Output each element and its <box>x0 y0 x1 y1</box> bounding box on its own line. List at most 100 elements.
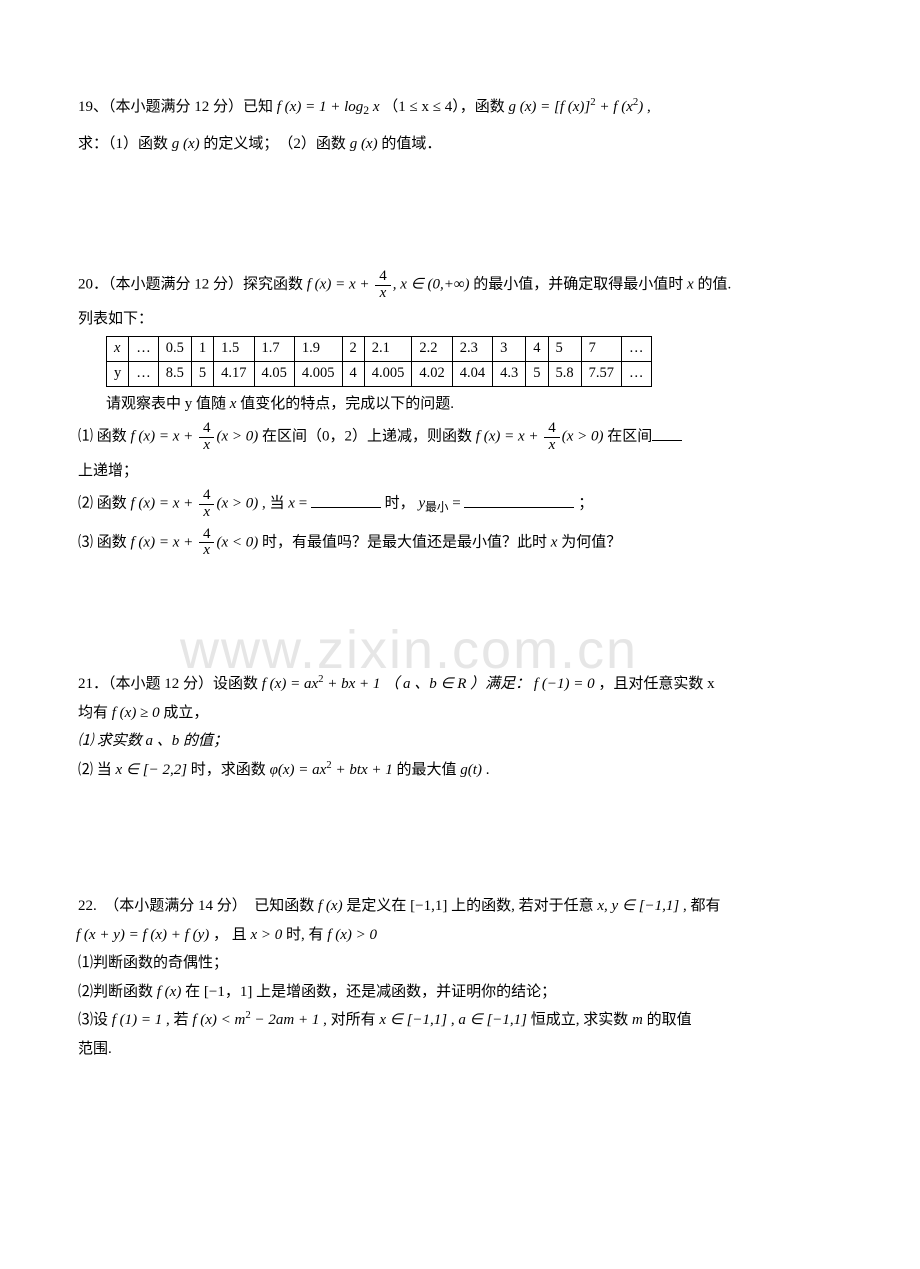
q20-fx2: f (x) = x + <box>476 429 542 445</box>
q20-frac1: 4x <box>199 421 215 454</box>
q22-xy: x, y ∈ [−1,1] <box>597 898 679 914</box>
q20-p2: ⑵ 函数 f (x) = x + 4x(x > 0) , 当 x = 时， y最… <box>78 488 842 521</box>
cell: 4 <box>342 361 364 386</box>
q20-obs: 请观察表中 y 值随 x 值变化的特点，完成以下的问题. <box>106 393 842 416</box>
q22-p2: ⑵判断函数 f (x) 在 [−1，1] 上是增函数，还是减函数，并证明你的结论… <box>78 981 842 1004</box>
q19-gx1: g (x) <box>172 136 200 152</box>
q22-p3c: , 对所有 <box>319 1012 379 1028</box>
q22-p3-end: 范围. <box>78 1038 842 1061</box>
q21-head: 21．（本小题 12 分）设函数 <box>78 676 262 692</box>
q19-logbase: 2 <box>363 104 369 117</box>
cell: 7 <box>581 337 621 362</box>
q20-p3: ⑶ 函数 f (x) = x + 4x(x < 0) 时，有最值吗？是最大值还是… <box>78 527 842 560</box>
q22-p2c: 上是增函数，还是减函数，并证明你的结论； <box>252 984 556 1000</box>
q21-line2: 均有 f (x) ≥ 0 成立， <box>78 702 842 725</box>
q19-g: g (x) = [f (x)] <box>509 99 591 115</box>
q19-l2c: 的值域． <box>378 136 442 152</box>
table-row-y: y … 8.5 5 4.17 4.05 4.005 4 4.005 4.02 4… <box>107 361 652 386</box>
cell: 8.5 <box>158 361 191 386</box>
q20-fx3: f (x) = x + <box>131 496 197 512</box>
q22-xin: x ∈ [−1,1] <box>379 1012 447 1028</box>
question-19: 19、（本小题满分 12 分）已知 f (x) = 1 + log2 x （1 … <box>78 96 842 155</box>
q20-p1b: 在区间（0，2）上递减，则函数 <box>262 429 476 445</box>
q21-p2c: 的最大值 <box>393 762 461 778</box>
q22-l2b: ， 且 <box>209 927 250 943</box>
q20-obs1: 请观察表中 y 值随 <box>106 396 230 412</box>
q20-p2a: ⑵ 函数 <box>78 496 131 512</box>
cell: 4.005 <box>294 361 342 386</box>
question-21: 21．（本小题 12 分）设函数 f (x) = ax2 + bx + 1 （ … <box>78 673 842 781</box>
q22-p3: ⑶设 f (1) = 1 , 若 f (x) < m2 − 2am + 1 , … <box>78 1009 842 1032</box>
q21-p2: ⑵ 当 x ∈ [− 2,2] 时，求函数 φ(x) = ax2 + btx +… <box>78 759 842 782</box>
q22-line2: f (x + y) = f (x) + f (y) ， 且 x > 0 时, 有… <box>76 924 842 947</box>
q20-eq: = <box>295 496 311 512</box>
q19-logarg: x <box>369 99 379 115</box>
q22-head: 22. （本小题满分 14 分） 已知函数 <box>78 898 318 914</box>
num: 4 <box>199 488 215 505</box>
q21-line1: 21．（本小题 12 分）设函数 f (x) = ax2 + bx + 1 （ … <box>78 673 842 696</box>
num: 4 <box>199 527 215 544</box>
q20-cond2: (x > 0) <box>562 429 604 445</box>
q20-xvar3: x <box>288 496 295 512</box>
q21-p2a: ⑵ 当 <box>78 762 116 778</box>
q21-fxge: f (x) ≥ 0 <box>112 705 160 721</box>
q21-phi2: + btx + 1 <box>332 762 393 778</box>
q20-cond1: (x > 0) <box>216 429 258 445</box>
cell: 2.1 <box>364 337 412 362</box>
q21-p1: ⑴ 求实数 a 、b 的值； <box>78 730 842 753</box>
q20-p2c: 时， <box>385 496 419 512</box>
q19-head-a: 19、（本小题满分 12 分）已知 <box>78 99 277 115</box>
q21-ab: （ a 、b ∈ R ）满足： <box>384 676 534 692</box>
q20-obs2: 值变化的特点，完成以下的问题. <box>236 396 454 412</box>
q22-int: [−1,1] <box>410 898 447 914</box>
q20-listhead: 列表如下： <box>78 308 842 331</box>
q21-cond: f (−1) = 0 <box>534 676 595 692</box>
cell: 4.005 <box>364 361 412 386</box>
q20-frac4: 4x <box>199 527 215 560</box>
question-20: 20．（本小题满分 12 分）探究函数 f (x) = x + 4x, x ∈ … <box>78 269 842 559</box>
q20-yminsub: 最小 <box>425 501 448 514</box>
cell: x <box>107 337 129 362</box>
q22-ain: a ∈ [−1,1] <box>458 1012 527 1028</box>
den: x <box>199 505 215 521</box>
q19-range: （1 ≤ x ≤ 4） <box>383 99 459 115</box>
cell: 1.5 <box>214 337 254 362</box>
q22-p3a: ⑶设 <box>78 1012 112 1028</box>
q19-f: f (x) = 1 + log <box>277 99 363 115</box>
q21-mid: ，且对任意实数 x <box>598 676 714 692</box>
q22-p2b: 在 <box>181 984 204 1000</box>
q19-l2a: 求：（1）函数 <box>78 136 172 152</box>
q21-phi: φ(x) = ax <box>270 762 327 778</box>
q22-ineq2: − 2am + 1 <box>251 1012 320 1028</box>
q21-bx: + bx + 1 <box>324 676 381 692</box>
blank <box>652 426 682 441</box>
den: x <box>199 543 215 559</box>
q20-fx1: f (x) = x + <box>131 429 197 445</box>
q21-fx: f (x) = ax <box>262 676 318 692</box>
q19-head-b: ，函数 <box>460 99 509 115</box>
q19-gx2: g (x) <box>350 136 378 152</box>
question-22: 22. （本小题满分 14 分） 已知函数 f (x) 是定义在 [−1,1] … <box>78 895 842 1060</box>
q22-l2a: f (x + y) = f (x) + f (y) <box>76 927 209 943</box>
q19-l2b: 的定义域； （2）函数 <box>200 136 350 152</box>
q22-fx2: f (x) <box>157 984 182 1000</box>
q22-fgt: f (x) > 0 <box>327 927 377 943</box>
q22-l2c: 时, 有 <box>282 927 327 943</box>
q19-line1: 19、（本小题满分 12 分）已知 f (x) = 1 + log2 x （1 … <box>78 96 842 119</box>
cell: 4.05 <box>254 361 294 386</box>
cell: 7.57 <box>581 361 621 386</box>
q20-tail: 的值. <box>694 277 732 293</box>
cell: 3 <box>493 337 526 362</box>
blank <box>464 493 574 508</box>
cell: 1.9 <box>294 337 342 362</box>
cell: 4.02 <box>412 361 452 386</box>
q21-p2d: . <box>482 762 490 778</box>
cell: 0.5 <box>158 337 191 362</box>
q19-line2: 求：（1）函数 g (x) 的定义域； （2）函数 g (x) 的值域． <box>78 133 842 156</box>
cell: 5 <box>526 361 548 386</box>
q20-head: 20．（本小题满分 12 分）探究函数 <box>78 277 307 293</box>
q20-xvar: x <box>687 277 694 293</box>
table-row-x: x … 0.5 1 1.5 1.7 1.9 2 2.1 2.2 2.3 3 4 … <box>107 337 652 362</box>
cell: 4.3 <box>493 361 526 386</box>
q22-line1: 22. （本小题满分 14 分） 已知函数 f (x) 是定义在 [−1,1] … <box>78 895 842 918</box>
